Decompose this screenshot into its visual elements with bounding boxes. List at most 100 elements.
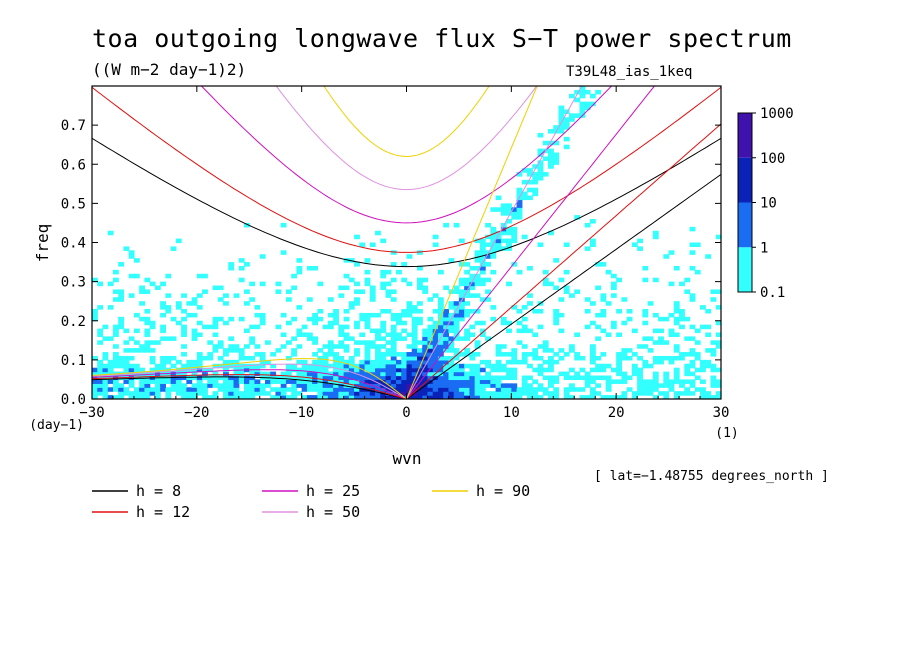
heatmap-cell <box>558 105 565 111</box>
heatmap-cell <box>375 371 381 377</box>
heatmap-cell <box>364 371 371 377</box>
heatmap-cell <box>694 328 701 334</box>
heatmap-cell <box>296 258 303 263</box>
heatmap-cell <box>521 387 528 392</box>
heatmap-cell <box>322 324 329 330</box>
heatmap-cell <box>584 222 591 228</box>
heatmap-cell <box>343 285 350 291</box>
heatmap-cell <box>338 391 345 396</box>
heatmap-cell <box>605 301 612 306</box>
heatmap-cell <box>715 367 721 373</box>
heatmap-cell <box>568 367 575 373</box>
heatmap-cell <box>474 250 481 255</box>
heatmap-cell <box>139 301 146 306</box>
heatmap-cell <box>437 355 444 361</box>
heatmap-cell <box>380 269 387 275</box>
heatmap-cell <box>548 379 554 384</box>
heatmap-cell <box>254 391 261 396</box>
heatmap-cell <box>380 285 387 291</box>
heatmap-cell <box>254 371 261 377</box>
heatmap-cell <box>500 230 507 236</box>
heatmap-cell <box>605 379 612 384</box>
heatmap-cell <box>490 305 497 310</box>
heatmap-cell <box>107 281 114 287</box>
heatmap-cell <box>694 340 701 345</box>
heatmap-cell <box>495 379 502 384</box>
heatmap-cell <box>464 395 470 399</box>
heatmap-cell <box>154 285 161 291</box>
heatmap-cell <box>212 371 219 377</box>
heatmap-cell <box>343 359 350 365</box>
heatmap-cell <box>233 348 240 353</box>
heatmap-cell <box>275 324 282 330</box>
heatmap-cell <box>443 324 450 330</box>
heatmap-cell <box>694 355 701 361</box>
heatmap-cell <box>458 277 465 283</box>
heatmap-cell <box>610 273 617 279</box>
heatmap-cell <box>527 179 533 185</box>
heatmap-cell <box>154 363 161 369</box>
legend-label: h = 8 <box>136 482 181 500</box>
heatmap-cell <box>458 301 465 306</box>
heatmap-cell <box>296 375 303 381</box>
heatmap-cell <box>427 363 434 369</box>
heatmap-cell <box>343 395 350 399</box>
heatmap-cell <box>453 301 460 306</box>
heatmap-cell <box>133 395 140 399</box>
heatmap-cell <box>616 395 623 399</box>
heatmap-cell <box>453 387 460 392</box>
heatmap-cell <box>437 391 444 396</box>
heatmap-cell <box>610 379 617 384</box>
heatmap-cell <box>553 387 560 392</box>
heatmap-cell <box>359 242 366 248</box>
heatmap-cell <box>375 395 381 399</box>
heatmap-cell <box>443 348 450 353</box>
heatmap-cell <box>92 379 98 384</box>
heatmap-cell <box>133 340 140 345</box>
colorbar-swatch <box>738 157 752 203</box>
heatmap-cell <box>369 328 376 334</box>
heatmap-cell <box>437 332 444 337</box>
heatmap-cell <box>600 293 607 298</box>
heatmap-cell <box>92 391 98 396</box>
heatmap-cell <box>485 254 491 259</box>
heatmap-cell <box>506 211 512 216</box>
heatmap-cell <box>354 297 360 302</box>
colorbar-swatch <box>738 113 752 158</box>
heatmap-cell <box>390 355 397 361</box>
heatmap-cell <box>249 383 256 388</box>
heatmap-cell <box>548 156 554 161</box>
heatmap-cell <box>128 363 135 369</box>
heatmap-cell <box>642 265 649 271</box>
legend: h = 8h = 12h = 25h = 50h = 90 <box>92 482 530 521</box>
heatmap-cell <box>202 383 208 388</box>
heatmap-cell <box>375 391 381 396</box>
heatmap-cell <box>710 367 717 373</box>
heatmap-cell <box>485 297 491 302</box>
heatmap-cell <box>327 297 334 302</box>
colorbar-label: 100 <box>760 151 785 167</box>
heatmap-cell <box>170 246 177 251</box>
heatmap-cell <box>506 246 512 251</box>
heatmap-cell <box>364 281 371 287</box>
heatmap-cell <box>186 387 193 392</box>
heatmap-cell <box>348 387 355 392</box>
heatmap-cell <box>631 371 638 377</box>
heatmap-cell <box>385 332 392 337</box>
colorbar-label: 0.1 <box>760 285 785 301</box>
heatmap-cell <box>448 367 455 373</box>
heatmap-cell <box>348 379 355 384</box>
heatmap-cell <box>306 371 313 377</box>
heatmap-cell <box>348 301 355 306</box>
heatmap-cell <box>642 309 649 314</box>
heatmap-cell <box>385 359 392 365</box>
heatmap-cell <box>390 297 397 302</box>
heatmap-cell <box>396 312 402 318</box>
heatmap-cell <box>532 387 539 392</box>
heatmap-cell <box>396 363 402 369</box>
heatmap-cell <box>474 395 481 399</box>
heatmap-cell <box>495 234 502 240</box>
heatmap-cell <box>165 293 172 298</box>
heatmap-cell <box>563 242 570 248</box>
heatmap-cell <box>589 101 596 107</box>
